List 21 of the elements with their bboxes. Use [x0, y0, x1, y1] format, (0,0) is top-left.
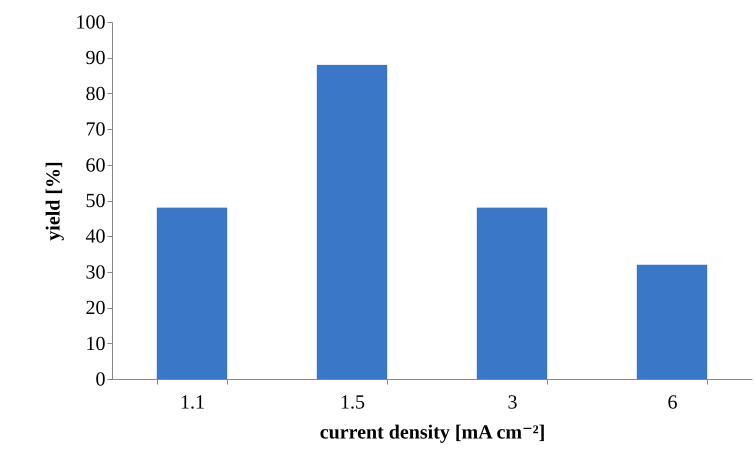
y-tick-label: 90 [86, 47, 106, 70]
y-tick-label: 40 [86, 226, 106, 248]
x-tick-label: 1.1 [180, 392, 205, 414]
bar [156, 208, 228, 379]
y-tick-label: 80 [86, 82, 106, 105]
y-tick-label: 70 [86, 118, 106, 141]
y-tick-label: 30 [86, 261, 106, 284]
bar [316, 64, 388, 379]
y-tick-label: 0 [96, 368, 106, 390]
y-tick-label: 20 [86, 297, 106, 320]
bar [476, 208, 548, 379]
x-axis-title: current density [mA cm⁻²] [320, 422, 546, 444]
y-tick-label: 10 [86, 332, 106, 355]
x-tick-label: 6 [668, 392, 678, 414]
y-tick-label: 100 [76, 12, 106, 34]
x-tick-label: 1.5 [340, 392, 365, 414]
bar [636, 264, 708, 379]
y-tick-label: 60 [86, 154, 106, 176]
y-tick-label: 50 [86, 190, 106, 212]
x-tick-label: 3 [508, 392, 518, 414]
y-axis-title: yield [%] [42, 161, 64, 241]
